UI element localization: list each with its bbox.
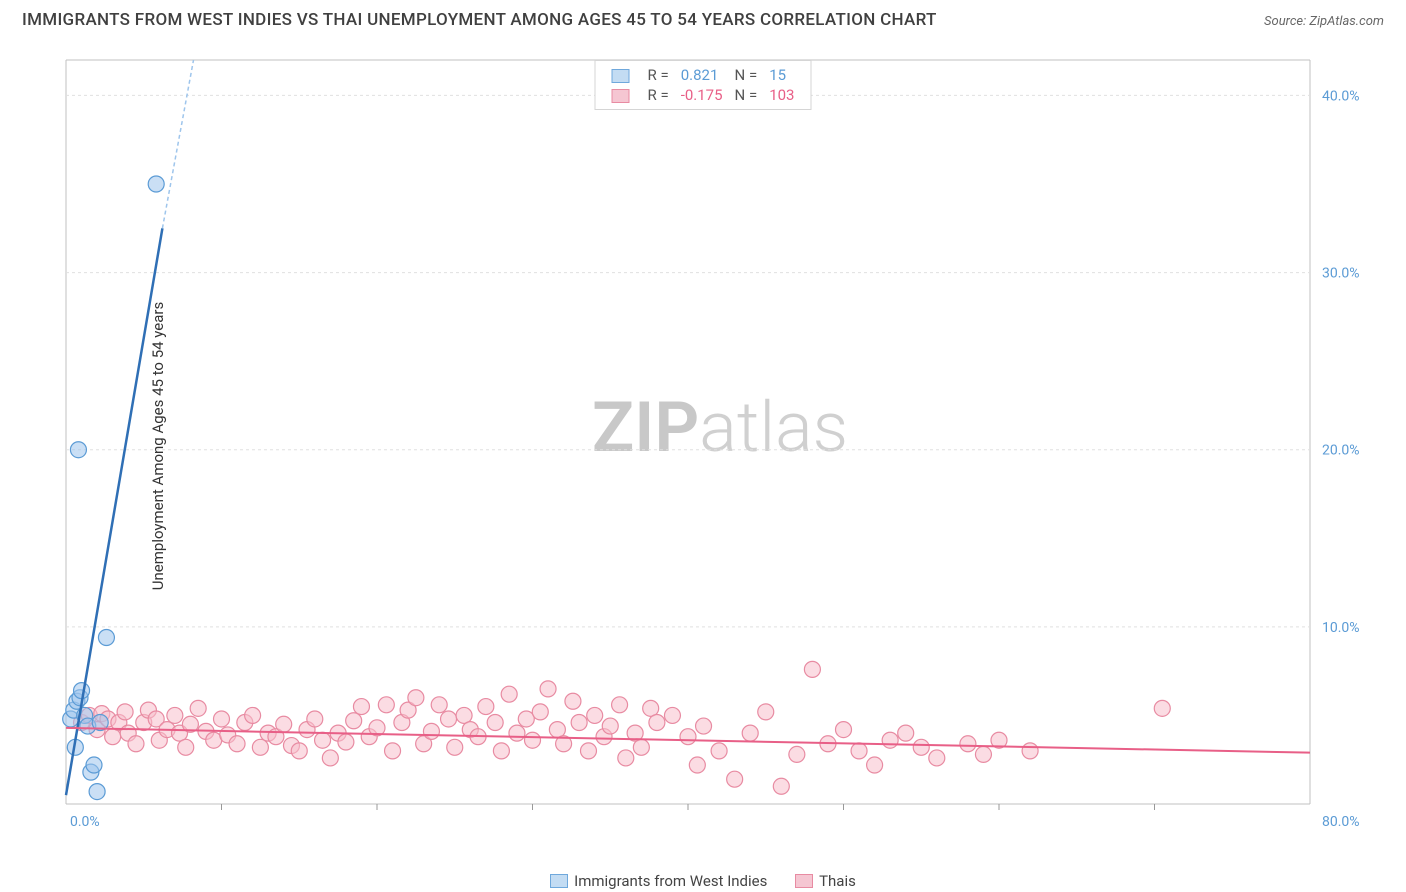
legend-r-label: R = [642, 65, 675, 85]
legend-r-blue: 0.821 [675, 65, 729, 85]
svg-text:20.0%: 20.0% [1322, 443, 1360, 459]
source-label: Source: ZipAtlas.com [1264, 14, 1384, 29]
legend-r-label: R = [642, 85, 675, 105]
legend-n-pink: 103 [763, 85, 800, 105]
legend-r-pink: -0.175 [675, 85, 729, 105]
legend-item-pink: Thais [795, 872, 856, 890]
scatter-plot: 10.0% 20.0% 30.0% 40.0% 0.0% 80.0% [60, 54, 1380, 834]
legend-n-label: N = [729, 65, 764, 85]
legend-n-label: N = [729, 85, 764, 105]
legend-label-blue: Immigrants from West Indies [574, 872, 767, 890]
legend-item-blue: Immigrants from West Indies [550, 872, 767, 890]
svg-text:80.0%: 80.0% [1322, 814, 1360, 830]
legend-label-pink: Thais [819, 872, 856, 890]
swatch-pink [612, 89, 630, 103]
legend-row-blue: R = 0.821 N = 15 [606, 65, 801, 85]
legend-correlation: R = 0.821 N = 15 R = -0.175 N = 103 [595, 60, 812, 110]
legend-series: Immigrants from West Indies Thais [0, 872, 1406, 892]
chart-area: ZIPatlas 10.0%20.0%30.0%40.0%0.0%80.0% [60, 54, 1380, 834]
legend-row-pink: R = -0.175 N = 103 [606, 85, 801, 105]
svg-text:0.0%: 0.0% [70, 814, 100, 830]
legend-n-blue: 15 [763, 65, 800, 85]
swatch-pink [795, 874, 813, 888]
svg-text:10.0%: 10.0% [1322, 620, 1360, 636]
chart-title: IMMIGRANTS FROM WEST INDIES VS THAI UNEM… [22, 10, 937, 30]
svg-text:30.0%: 30.0% [1322, 266, 1360, 282]
swatch-blue [550, 874, 568, 888]
swatch-blue [612, 69, 630, 83]
svg-text:40.0%: 40.0% [1322, 88, 1360, 104]
title-bar: IMMIGRANTS FROM WEST INDIES VS THAI UNEM… [0, 0, 1406, 30]
